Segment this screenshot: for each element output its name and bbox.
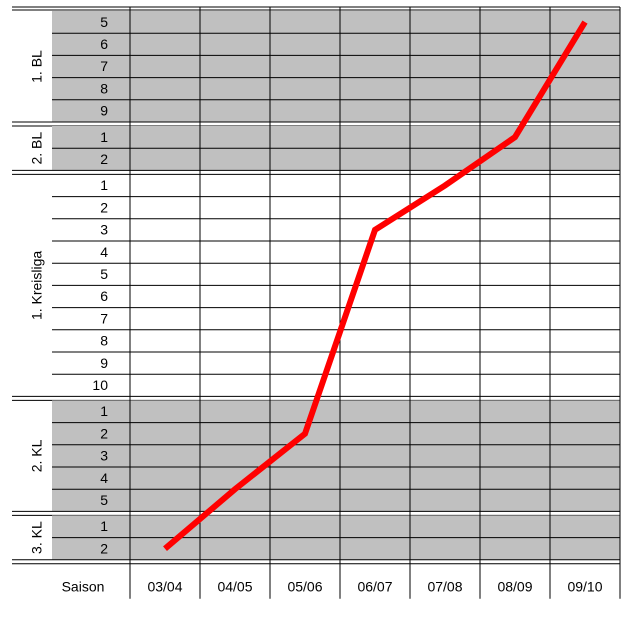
- section-label: 3. KL: [29, 521, 45, 554]
- shade: [52, 11, 620, 122]
- x-tick-label: 04/05: [217, 579, 252, 595]
- row-label: 6: [100, 288, 108, 304]
- x-axis-label: Saison: [62, 579, 105, 595]
- row-label: 2: [100, 540, 108, 556]
- row-label: 3: [100, 448, 108, 464]
- x-tick-label: 08/09: [497, 579, 532, 595]
- row-label: 1: [100, 129, 108, 145]
- x-tick-label: 06/07: [357, 579, 392, 595]
- row-label: 8: [100, 80, 108, 96]
- row-label: 7: [100, 58, 108, 74]
- section-label: 2. KL: [29, 439, 45, 472]
- row-label: 5: [100, 266, 108, 282]
- row-label: 5: [100, 14, 108, 30]
- row-label: 1: [100, 518, 108, 534]
- row-label: 9: [100, 355, 108, 371]
- section-label: 2. BL: [29, 132, 45, 165]
- row-label: 6: [100, 36, 108, 52]
- row-label: 8: [100, 333, 108, 349]
- row-label: 5: [100, 492, 108, 508]
- section-label: 1. BL: [29, 50, 45, 83]
- row-label: 2: [100, 151, 108, 167]
- shade: [52, 400, 620, 512]
- row-label: 9: [100, 103, 108, 119]
- section-label: 1. Kreisliga: [29, 251, 45, 320]
- x-tick-label: 03/04: [147, 579, 182, 595]
- row-label: 4: [100, 470, 108, 486]
- row-label: 3: [100, 222, 108, 238]
- x-tick-label: 07/08: [427, 579, 462, 595]
- row-label: 2: [100, 199, 108, 215]
- row-label: 2: [100, 425, 108, 441]
- row-label: 1: [100, 177, 108, 193]
- x-tick-label: 05/06: [287, 579, 322, 595]
- position-line: [163, 20, 588, 551]
- row-label: 10: [92, 377, 108, 393]
- x-tick-label: 09/10: [567, 579, 602, 595]
- row-label: 7: [100, 310, 108, 326]
- row-label: 4: [100, 244, 108, 260]
- row-label: 1: [100, 403, 108, 419]
